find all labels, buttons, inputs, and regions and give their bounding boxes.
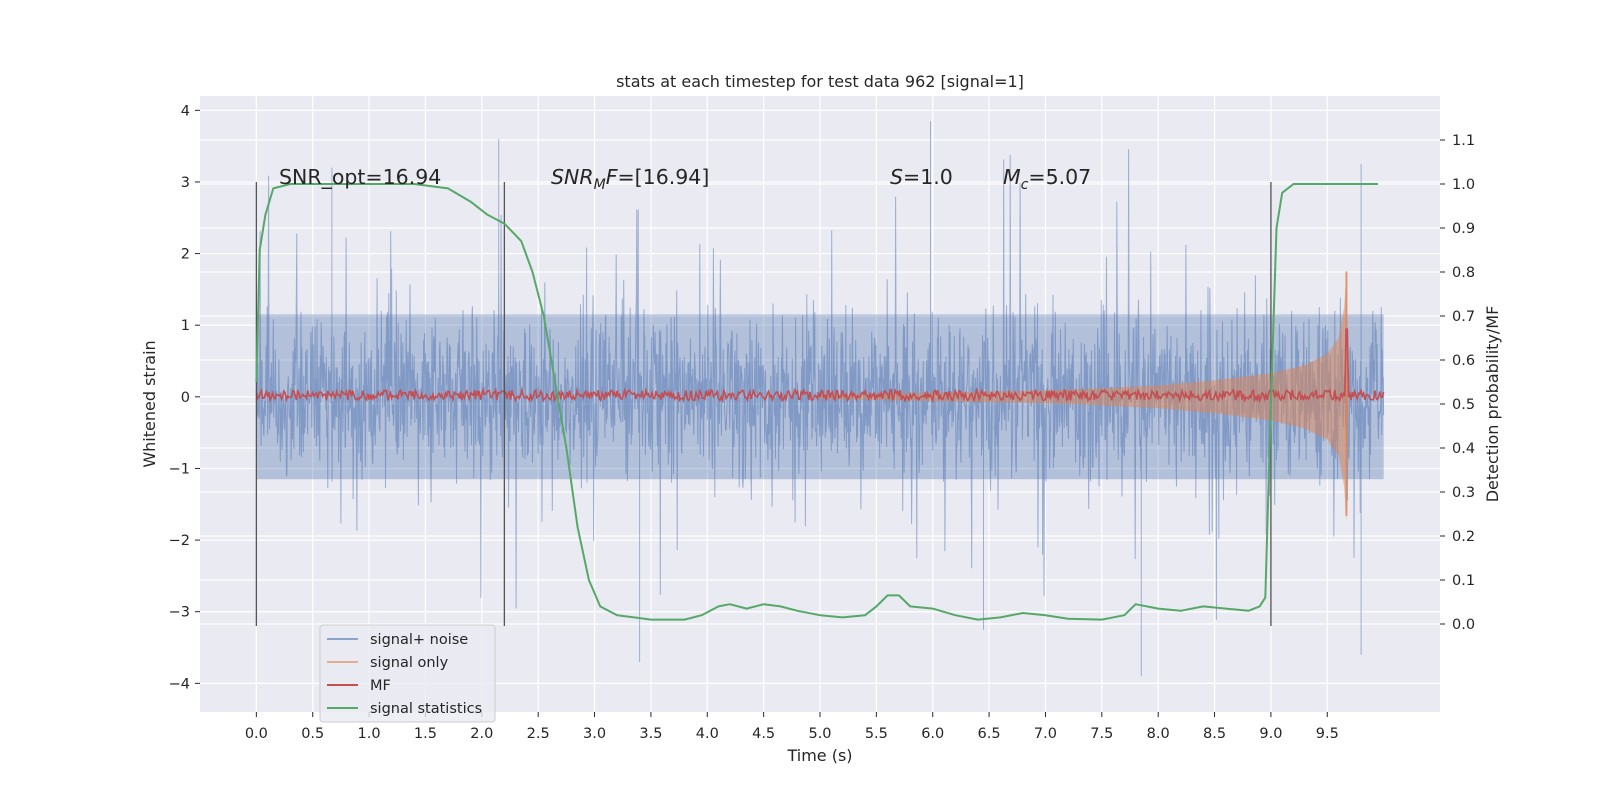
y2-tick-label-0.3: 0.3 — [1452, 485, 1475, 501]
annotation-snr-mf-text: =[16.94] — [617, 165, 709, 189]
x-tick-label-8.5: 8.5 — [1203, 726, 1226, 742]
mf-trace — [255, 328, 1385, 404]
y2-tick-label-0.9: 0.9 — [1452, 221, 1475, 237]
x-tick-label-0.5: 0.5 — [301, 726, 324, 742]
x-tick-label-5.0: 5.0 — [808, 726, 831, 742]
y2-tick-label-0.5: 0.5 — [1452, 397, 1475, 413]
legend-label-signal-noise: signal+ noise — [370, 632, 468, 648]
y2-tick-label-0.4: 0.4 — [1452, 441, 1475, 457]
y2-tick-label-1.1: 1.1 — [1452, 133, 1475, 149]
x-tick-label-6.0: 6.0 — [921, 726, 944, 742]
y-tick-label-0: 0 — [181, 390, 190, 406]
annotation-snr-mf-tail: F — [606, 165, 619, 189]
y-tick-label-1: 1 — [181, 318, 190, 334]
x-tick-label-2.0: 2.0 — [470, 726, 493, 742]
y-tick-label-−2: −2 — [169, 533, 190, 549]
x-tick-label-3.0: 3.0 — [583, 726, 606, 742]
annotation-s-base: S — [890, 165, 903, 189]
legend: signal+ noise signal only MF signal stat… — [319, 624, 496, 723]
y2-tick-label-0.8: 0.8 — [1452, 265, 1475, 281]
x-tick-label-3.5: 3.5 — [639, 726, 662, 742]
chart-title: stats at each timestep for test data 962… — [616, 72, 1024, 91]
series-mf — [255, 328, 1385, 404]
annotation-s: S=1.0 — [890, 165, 953, 189]
x-tick-label-9.0: 9.0 — [1259, 726, 1282, 742]
x-tick-label-4.0: 4.0 — [696, 726, 719, 742]
annotation-mc-sub: c — [1021, 177, 1029, 193]
y-tick-label-3: 3 — [181, 175, 190, 191]
statistics-trace — [255, 183, 1378, 621]
y2-tick-label-1.0: 1.0 — [1452, 177, 1475, 193]
x-axis-label: Time (s) — [786, 746, 852, 765]
x-tick-label-7.5: 7.5 — [1090, 726, 1113, 742]
annotation-snr-mf-sub: M — [594, 177, 606, 193]
x-tick-label-6.5: 6.5 — [978, 726, 1001, 742]
series-signal-statistics — [255, 183, 1378, 621]
noise-trace — [255, 121, 1385, 677]
y2-tick-label-0.6: 0.6 — [1452, 353, 1475, 369]
y-tick-label-−3: −3 — [169, 605, 190, 621]
annotation-mc: Mc=5.07 — [1003, 165, 1091, 193]
x-tick-label-8.0: 8.0 — [1147, 726, 1170, 742]
axes-ticks: 0.0 0.5 1.0 1.5 2.0 2.5 3.0 3.5 4.0 4.5 5.0 5.5 6.0 6… — [169, 103, 1475, 742]
y-tick-label-−1: −1 — [169, 461, 190, 477]
y2-tick-label-0.0: 0.0 — [1452, 617, 1475, 633]
y-axis-label-right: Detection probability/MF — [1483, 306, 1502, 503]
legend-label-signal-only: signal only — [370, 655, 449, 671]
annotation-snr-mf: SNRMF=[16.94] — [551, 165, 709, 193]
y-tick-label-−4: −4 — [169, 676, 190, 692]
y-axis-label-left: Whitened strain — [140, 340, 159, 467]
x-tick-label-5.5: 5.5 — [865, 726, 888, 742]
y2-tick-label-0.1: 0.1 — [1452, 573, 1475, 589]
x-tick-label-1.5: 1.5 — [414, 726, 437, 742]
legend-box — [319, 624, 496, 723]
annotation-snr-opt: SNR_opt=16.94 — [279, 165, 441, 190]
legend-label-signal-statistics: signal statistics — [370, 701, 482, 717]
y-tick-label-2: 2 — [181, 247, 190, 263]
annotations: SNR_opt=16.94 SNRMF=[16.94] S=1.0 Mc=5.0… — [279, 165, 1091, 193]
x-tick-label-1.0: 1.0 — [358, 726, 381, 742]
x-tick-label-9.5: 9.5 — [1316, 726, 1339, 742]
x-tick-label-2.5: 2.5 — [527, 726, 550, 742]
y2-tick-label-0.7: 0.7 — [1452, 309, 1475, 325]
annotation-mc-base: M — [1003, 165, 1021, 189]
annotation-s-text: =1.0 — [903, 165, 953, 189]
y2-tick-label-0.2: 0.2 — [1452, 529, 1475, 545]
y-tick-label-4: 4 — [181, 103, 190, 119]
x-tick-label-0.0: 0.0 — [245, 726, 268, 742]
x-tick-label-7.0: 7.0 — [1034, 726, 1057, 742]
annotation-snr-mf-base: SNR — [551, 165, 594, 189]
x-tick-label-4.5: 4.5 — [752, 726, 775, 742]
annotation-snr-opt-text: SNR_opt=16.94 — [279, 165, 441, 190]
legend-label-mf: MF — [370, 678, 391, 694]
annotation-mc-text: =5.07 — [1028, 165, 1091, 189]
